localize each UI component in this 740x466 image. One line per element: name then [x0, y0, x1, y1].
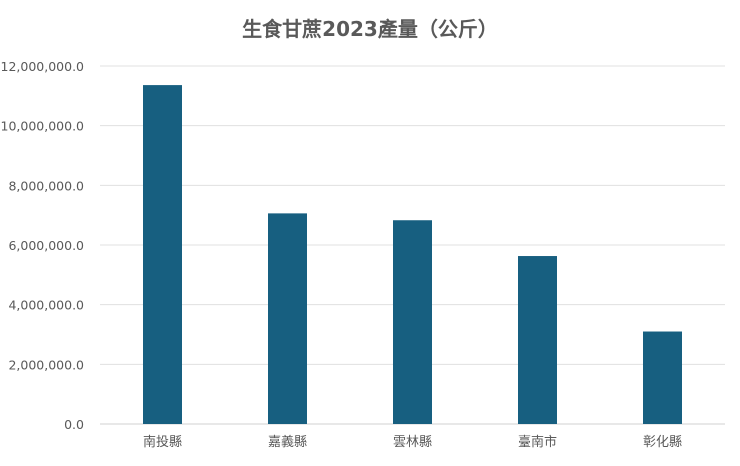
chart-title: 生食甘蔗2023產量（公斤）	[242, 17, 498, 41]
bar-1	[268, 213, 307, 424]
bar-2	[393, 220, 432, 424]
y-tick-label: 2,000,000.0	[8, 357, 84, 372]
bar-3	[518, 256, 557, 424]
x-tick-label: 彰化縣	[643, 434, 682, 450]
y-tick-label: 10,000,000.0	[1, 119, 85, 134]
bar-0	[143, 85, 182, 425]
x-tick-label: 南投縣	[143, 434, 182, 450]
y-tick-label: 4,000,000.0	[8, 298, 84, 313]
x-tick-label: 嘉義縣	[268, 434, 307, 450]
x-tick-label: 雲林縣	[393, 435, 432, 450]
bar-4	[643, 331, 682, 424]
y-tick-label: 8,000,000.0	[8, 178, 84, 193]
x-tick-label: 臺南市	[518, 434, 557, 450]
y-tick-label: 12,000,000.0	[1, 59, 85, 74]
y-tick-label: 6,000,000.0	[8, 238, 84, 253]
y-tick-label: 0.0	[64, 417, 84, 432]
